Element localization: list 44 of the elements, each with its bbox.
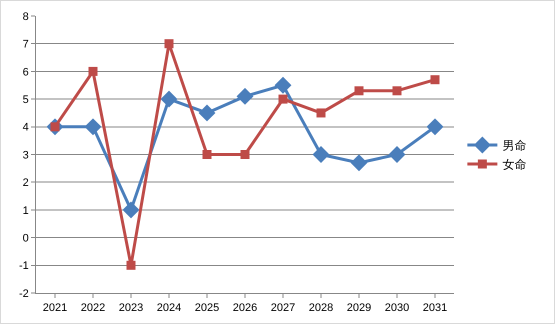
x-tick-label: 2025 (194, 302, 220, 314)
y-tick-label: 1 (22, 204, 29, 217)
point (88, 66, 98, 76)
point (426, 118, 444, 136)
y-tick-label: 5 (22, 94, 29, 106)
y-tick-label: 6 (22, 66, 29, 78)
point (236, 88, 254, 105)
y-tick-label: -2 (19, 288, 29, 300)
x-tick-label: 2021 (42, 302, 68, 314)
x-tick-label: 2027 (270, 302, 296, 314)
y-tick-label: 2 (22, 177, 29, 190)
point (202, 150, 212, 159)
legend-label: 男命 (502, 138, 526, 153)
x-tick-label: 2028 (308, 302, 334, 314)
point (388, 146, 406, 163)
point (240, 150, 250, 159)
legend-label: 女命 (502, 158, 526, 172)
point (84, 118, 102, 136)
point (430, 75, 440, 84)
y-tick-label: 0 (22, 232, 29, 244)
point (354, 86, 364, 96)
point (164, 39, 174, 48)
point (350, 154, 368, 172)
y-tick-label: 8 (22, 10, 29, 23)
point (160, 90, 178, 108)
x-tick-label: 2029 (346, 302, 372, 314)
x-tick-label: 2030 (384, 302, 410, 314)
point (274, 76, 292, 94)
y-tick-label: 4 (22, 122, 29, 134)
x-tick-label: 2026 (232, 302, 258, 314)
y-tick-label: 7 (22, 38, 29, 51)
y-tick-label: 3 (22, 149, 29, 162)
point (278, 94, 288, 104)
point (316, 108, 326, 118)
x-tick-label: 2024 (156, 302, 182, 314)
y-tick-label: -1 (19, 260, 29, 272)
x-tick-label: 2031 (422, 302, 448, 314)
point (392, 86, 402, 96)
point (126, 260, 136, 270)
point (198, 104, 216, 122)
x-tick-label: 2023 (118, 302, 144, 314)
x-tick-label: 2022 (80, 302, 106, 314)
point (122, 201, 140, 218)
point (312, 146, 330, 163)
